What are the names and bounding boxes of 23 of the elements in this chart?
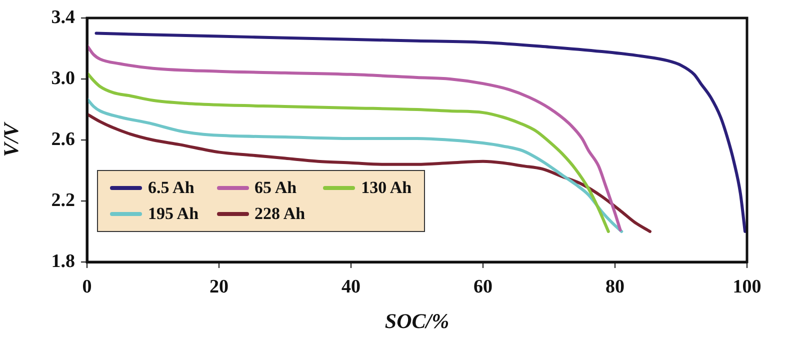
x-tick-label: 20 xyxy=(210,276,228,298)
line-series xyxy=(87,44,622,232)
x-tick-label: 100 xyxy=(732,276,762,298)
legend-label: 228 Ah xyxy=(254,204,306,224)
line-series xyxy=(87,97,624,233)
x-tick-label: 80 xyxy=(606,276,624,298)
y-tick-label: 3.4 xyxy=(51,6,76,28)
x-tick-label: 40 xyxy=(342,276,360,298)
y-tick-label: 1.8 xyxy=(51,250,75,272)
legend-label: 130 Ah xyxy=(361,178,412,198)
legend-label: 195 Ah xyxy=(148,204,199,224)
legend-label: 6.5 Ah xyxy=(148,178,194,198)
y-tick-label: 2.2 xyxy=(51,190,75,211)
y-axis-title: V/V xyxy=(0,121,24,157)
y-tick-label: 3.0 xyxy=(51,68,75,89)
legend-label: 65 Ah xyxy=(254,178,297,198)
line-series xyxy=(87,112,652,233)
x-tick-label: 60 xyxy=(474,276,492,298)
line-series xyxy=(87,71,610,233)
x-tick-label: 0 xyxy=(82,276,92,298)
line-series xyxy=(94,32,747,233)
x-axis-title: SOC/% xyxy=(384,308,450,333)
y-tick-label: 2.6 xyxy=(51,128,75,150)
